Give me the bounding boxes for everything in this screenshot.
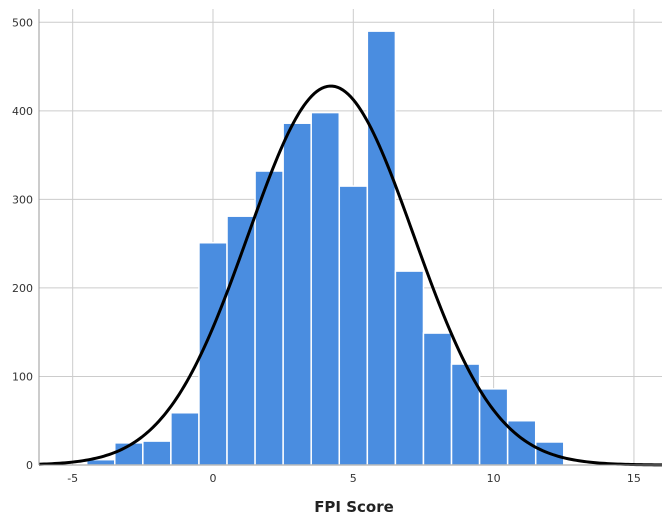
x-tick-label: 10	[487, 472, 501, 485]
histogram-bar	[338, 185, 369, 466]
y-tick-label: 0	[26, 459, 33, 472]
y-tick-label: 300	[12, 193, 33, 206]
axis-layer	[38, 9, 662, 466]
y-tick-label: 500	[12, 16, 33, 29]
labels-layer: 0 100 200 300 400 500 -5 0 5 10 15	[12, 16, 641, 485]
histogram-bar	[366, 30, 397, 466]
histogram-bar	[310, 111, 341, 466]
x-tick-label: 5	[350, 472, 357, 485]
x-tick-label: 15	[627, 472, 641, 485]
histogram-bar	[394, 270, 425, 466]
y-tick-label: 200	[12, 282, 33, 295]
x-axis-title: FPI Score	[314, 498, 394, 516]
histogram-bar	[170, 412, 200, 466]
histogram-bar	[282, 122, 312, 466]
x-tick-label: -5	[67, 472, 78, 485]
histogram-bar	[450, 363, 481, 466]
histogram-bar	[506, 419, 537, 466]
histogram-bar	[478, 388, 509, 466]
bars-layer	[85, 30, 565, 466]
histogram-bar	[142, 440, 172, 466]
y-tick-label: 400	[12, 105, 33, 118]
histogram-bar	[254, 170, 284, 466]
histogram-bar	[422, 332, 453, 466]
x-tick-label: 0	[209, 472, 216, 485]
normal-curve	[38, 84, 663, 467]
curve-layer	[38, 84, 663, 467]
histogram-bar	[198, 242, 228, 466]
y-tick-label: 100	[12, 370, 33, 383]
